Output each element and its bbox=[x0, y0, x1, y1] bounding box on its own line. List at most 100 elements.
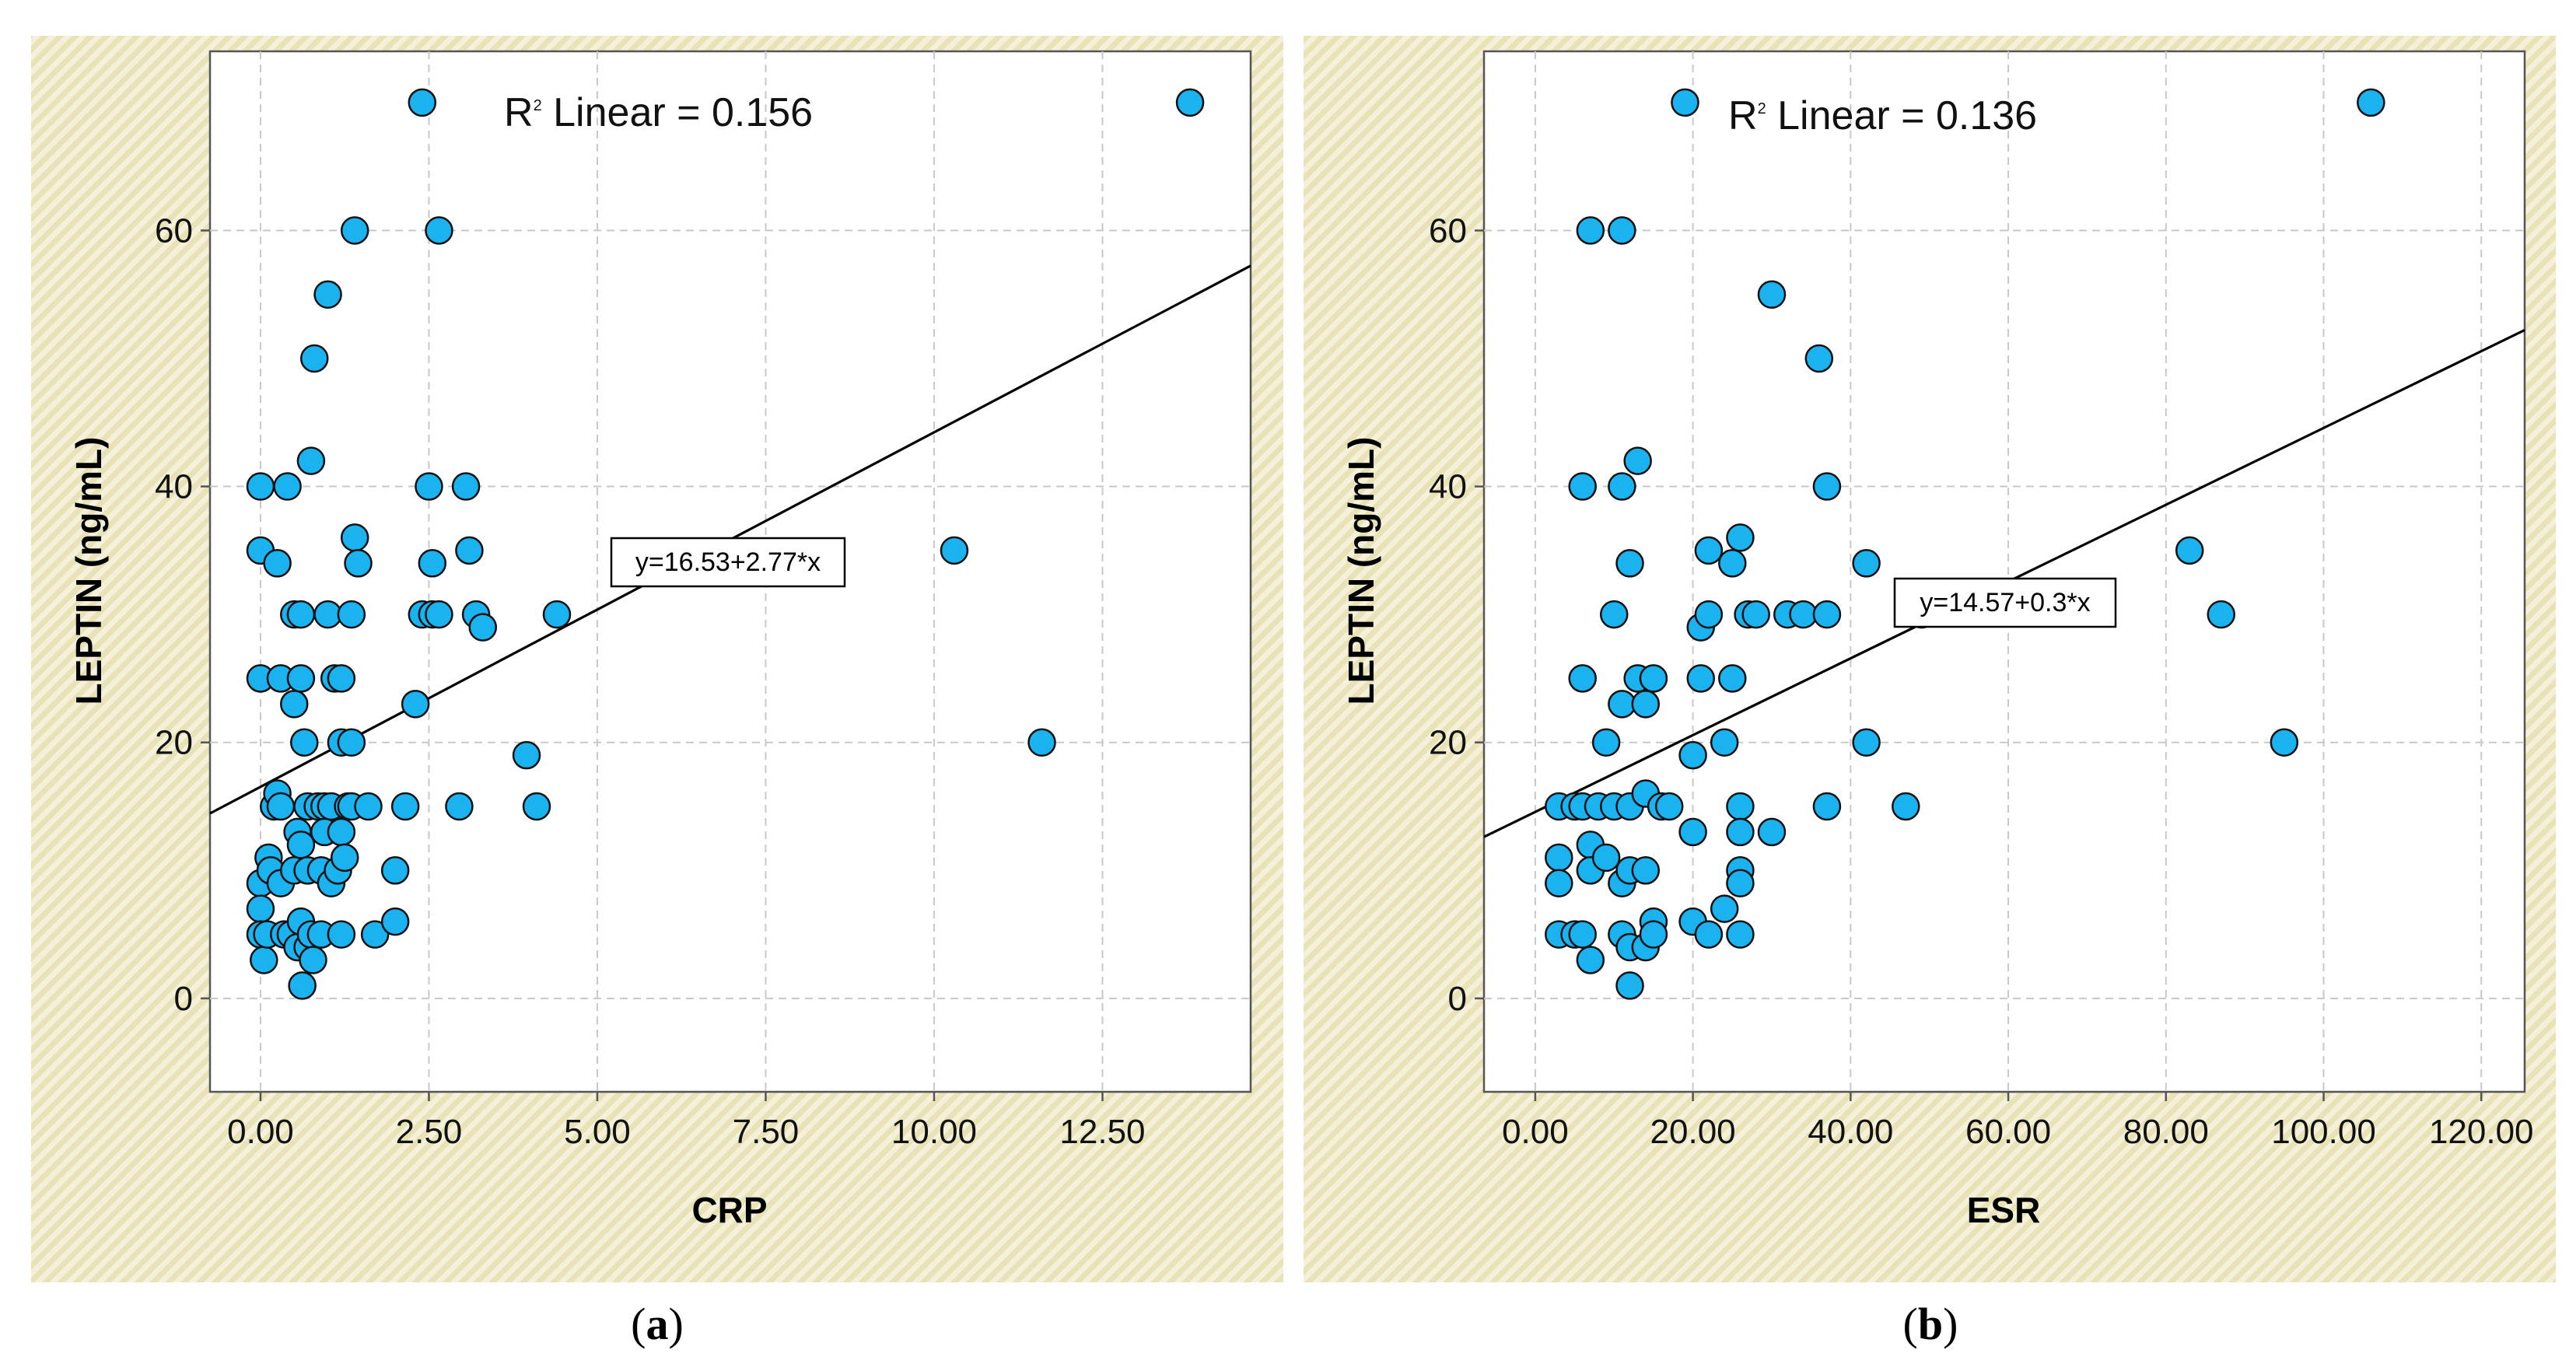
panel-a-data-point bbox=[418, 549, 447, 578]
panel-b-x-tick-label: 80.00 bbox=[2123, 1113, 2209, 1151]
panel-a-data-point bbox=[263, 549, 292, 578]
panel-a-y-tick-label: 60 bbox=[155, 212, 193, 250]
panel-b-y-tick-label: 0 bbox=[1448, 980, 1467, 1018]
panel-b-data-point bbox=[1812, 600, 1842, 629]
panel-a-x-tick-label: 2.50 bbox=[396, 1113, 463, 1151]
panel-b-data-point bbox=[1726, 817, 1755, 847]
panel-a-data-point bbox=[246, 894, 275, 923]
panel-a-data-point bbox=[327, 817, 356, 847]
panel-b-data-point bbox=[1812, 472, 1842, 501]
panel-a-data-point bbox=[246, 472, 275, 501]
panel-b-data-point bbox=[1608, 472, 1636, 501]
panel-a-x-tick-label: 5.00 bbox=[564, 1113, 631, 1151]
panel-b-x-tick-label: 20.00 bbox=[1650, 1113, 1736, 1151]
panel-b-data-point bbox=[1671, 88, 1699, 117]
panel-b-data-point bbox=[1852, 549, 1881, 578]
panel-b-x-tick-label: 60.00 bbox=[1965, 1113, 2051, 1151]
panel-b-data-point bbox=[1757, 817, 1787, 847]
panel-a-data-point bbox=[380, 907, 410, 936]
panel-b-data-point bbox=[1726, 869, 1755, 897]
panel-a-data-point bbox=[522, 792, 551, 821]
panel-a-x-tick-label: 12.50 bbox=[1059, 1113, 1145, 1151]
panel-b-data-point bbox=[1591, 843, 1621, 873]
panel-b-esr: 0.00 20.00 40.00 60.00 80.00 100.00 120.00 0 20 4… bbox=[1304, 36, 2556, 1282]
panel-b-data-point bbox=[1852, 728, 1881, 757]
panel-a-x-tick-label: 0.00 bbox=[227, 1113, 294, 1151]
panel-b-data-point bbox=[1694, 600, 1724, 629]
panel-b-data-point bbox=[1726, 523, 1755, 552]
panel-a-data-point bbox=[542, 600, 572, 629]
panel-b-equation-box: y=14.57+0.3*x bbox=[1893, 577, 2117, 628]
panel-b-data-point bbox=[2207, 600, 2235, 629]
panel-b-data-point bbox=[1568, 472, 1597, 501]
panel-a-data-point bbox=[250, 946, 278, 974]
panel-a-x-axis-title: CRP bbox=[691, 1190, 767, 1230]
panel-b-data-point bbox=[1710, 894, 1739, 923]
panel-b-data-point bbox=[1639, 920, 1668, 949]
panel-a-x-tick-label: 10.00 bbox=[891, 1113, 977, 1151]
panel-b-data-point bbox=[1804, 344, 1834, 373]
panel-b-data-point bbox=[1654, 792, 1684, 821]
panel-a-data-point bbox=[425, 600, 453, 629]
caption-a: (a) bbox=[631, 1299, 684, 1349]
panel-a-data-point bbox=[354, 792, 383, 821]
panel-b-data-point bbox=[1631, 856, 1661, 885]
panel-a-data-point bbox=[337, 728, 366, 757]
panel-b-data-point bbox=[1718, 664, 1747, 693]
panel-a-data-point bbox=[327, 920, 356, 949]
panel-b-x-tick-label: 0.00 bbox=[1502, 1113, 1569, 1151]
panel-b-data-point bbox=[2175, 536, 2204, 565]
panel-b-data-point bbox=[1631, 690, 1661, 719]
panel-b-data-point bbox=[1600, 600, 1629, 629]
panel-b-data-point bbox=[1608, 216, 1636, 245]
panel-a-data-point bbox=[286, 600, 316, 629]
panel-a-data-point bbox=[390, 792, 420, 821]
panel-a-data-point bbox=[273, 472, 302, 501]
panel-a-data-point bbox=[313, 280, 342, 309]
panel-a-data-point bbox=[360, 920, 390, 949]
panel-a-y-axis-title: LEPTIN (ng/mL) bbox=[68, 437, 109, 705]
panel-a-grid bbox=[210, 51, 1251, 1092]
panel-a-axes: 0.00 2.50 5.00 7.50 10.00 12.50 0 20 40 60 bbox=[155, 212, 1145, 1151]
panel-a-crp: 0.00 2.50 5.00 7.50 10.00 12.50 0 20 40 60 R2 Lin… bbox=[31, 36, 1283, 1282]
panel-a-data-point bbox=[337, 600, 366, 629]
panel-b-data-point bbox=[1608, 690, 1636, 719]
panel-a-y-tick-label: 0 bbox=[174, 980, 193, 1018]
panel-a-data-point bbox=[313, 600, 342, 629]
panel-a-equation: y=16.53+2.77*x bbox=[635, 547, 821, 577]
panel-a-data-point bbox=[380, 856, 410, 885]
panel-b-x-tick-label: 120.00 bbox=[2429, 1113, 2534, 1151]
panel-b-y-tick-label: 20 bbox=[1429, 724, 1467, 762]
panel-a-data-point bbox=[940, 536, 969, 565]
panel-b-data-point bbox=[1591, 728, 1621, 757]
panel-a-data-point bbox=[415, 472, 443, 501]
panel-b-data-point bbox=[1639, 664, 1668, 693]
panel-b-axes: 0.00 20.00 40.00 60.00 80.00 100.00 120.00 0 20 4… bbox=[1429, 212, 2533, 1151]
panel-a-data-point bbox=[327, 664, 356, 693]
panel-a-data-point bbox=[340, 523, 369, 552]
panel-b-data-point bbox=[1726, 920, 1755, 949]
panel-b-data-point bbox=[1694, 920, 1724, 949]
panel-b-r2-label: R2 Linear = 0.136 bbox=[1728, 93, 2037, 138]
panel-a-r2-label: R2 Linear = 0.156 bbox=[504, 90, 813, 135]
panel-b-x-axis-title: ESR bbox=[1967, 1190, 2041, 1230]
panel-a-data-point bbox=[330, 843, 359, 873]
panel-a-points bbox=[246, 88, 1205, 1000]
panel-a-data-point bbox=[451, 472, 481, 501]
panel-b-y-axis-title: LEPTIN (ng/mL) bbox=[1341, 437, 1381, 705]
panel-b-equation: y=14.57+0.3*x bbox=[1920, 588, 2090, 617]
panel-b-data-point bbox=[2270, 728, 2299, 757]
panel-a-data-point bbox=[286, 831, 316, 859]
panel-b-grid bbox=[1484, 51, 2525, 1092]
panel-a-data-point bbox=[401, 690, 430, 719]
panel-b-data-point bbox=[1789, 600, 1818, 629]
panel-a-data-point bbox=[408, 88, 437, 117]
panel-b-data-point bbox=[1678, 740, 1707, 770]
captions: (a) (b) bbox=[631, 1299, 1958, 1349]
panel-a-y-tick-label: 20 bbox=[155, 724, 193, 762]
panel-a-data-point bbox=[289, 728, 319, 757]
panel-b-data-point bbox=[1812, 792, 1842, 821]
panel-b-data-point bbox=[1718, 549, 1747, 578]
panel-b-data-point bbox=[1741, 600, 1770, 629]
panel-b-data-point bbox=[1678, 817, 1707, 847]
